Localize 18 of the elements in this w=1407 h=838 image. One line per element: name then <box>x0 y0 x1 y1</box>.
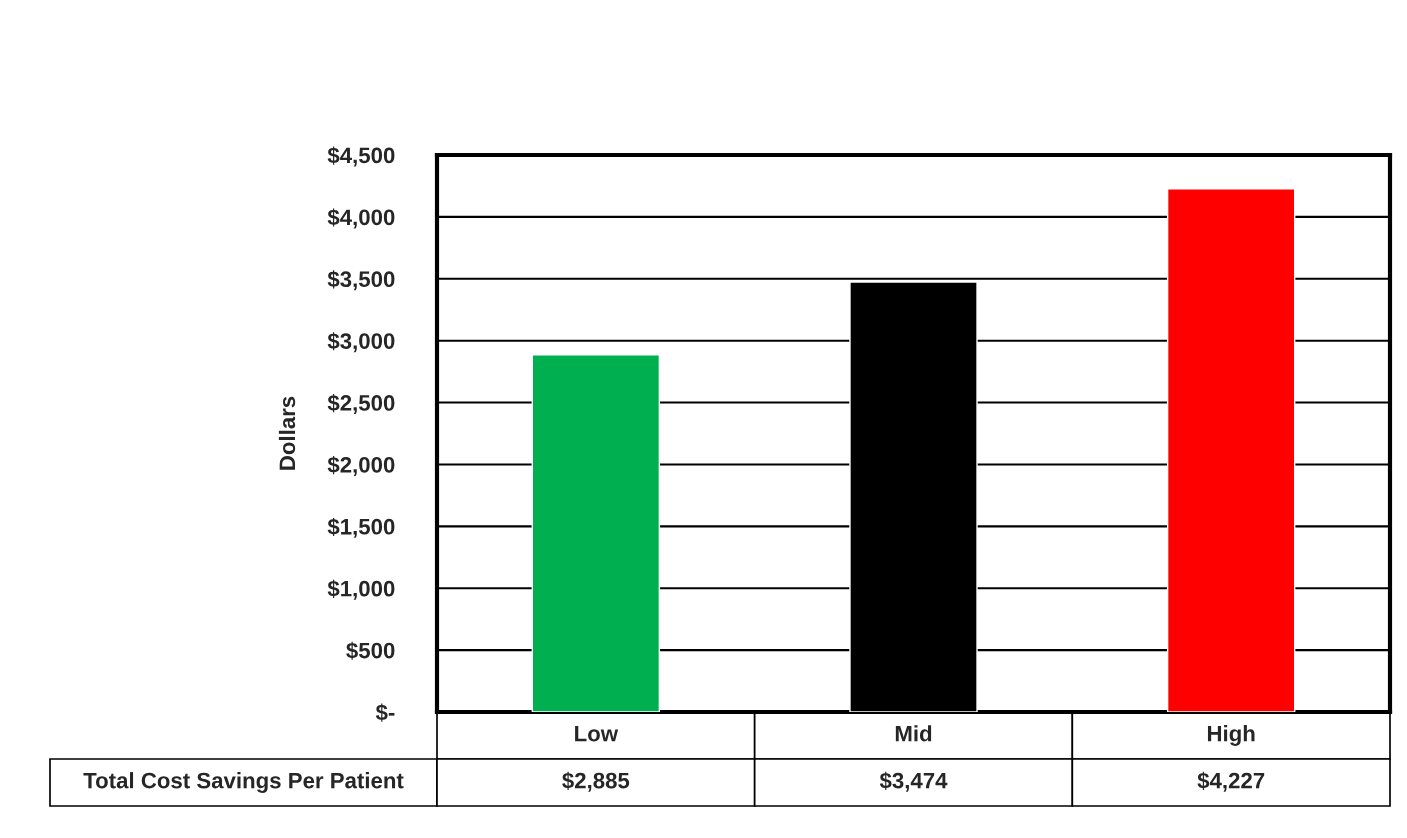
y-tick-label: $4,000 <box>327 208 395 229</box>
data-label: $2,885 <box>562 771 630 792</box>
y-tick-label: $2,000 <box>327 456 395 476</box>
x-tick-label: Low <box>575 725 619 742</box>
y-tick-label: $3,000 <box>327 332 395 353</box>
y-tick-label: $- <box>375 703 395 722</box>
x-tick-label: Mid <box>895 725 932 742</box>
y-axis-title: Dollars <box>278 396 296 470</box>
data-label: $3,474 <box>879 771 948 792</box>
text: Total Cost Savings Per Patient <box>83 772 404 793</box>
y-tick-label: $2,500 <box>327 394 395 415</box>
y-tick-label: $4,500 <box>327 146 395 167</box>
data-label: $4,227 <box>1197 771 1265 792</box>
y-tick-label: $1,000 <box>327 579 395 600</box>
x-tick-label: High <box>1207 725 1255 746</box>
y-tick-label: $3,500 <box>327 270 395 291</box>
y-tick-label: $1,500 <box>327 517 395 538</box>
y-tick-label: $500 <box>346 641 395 660</box>
